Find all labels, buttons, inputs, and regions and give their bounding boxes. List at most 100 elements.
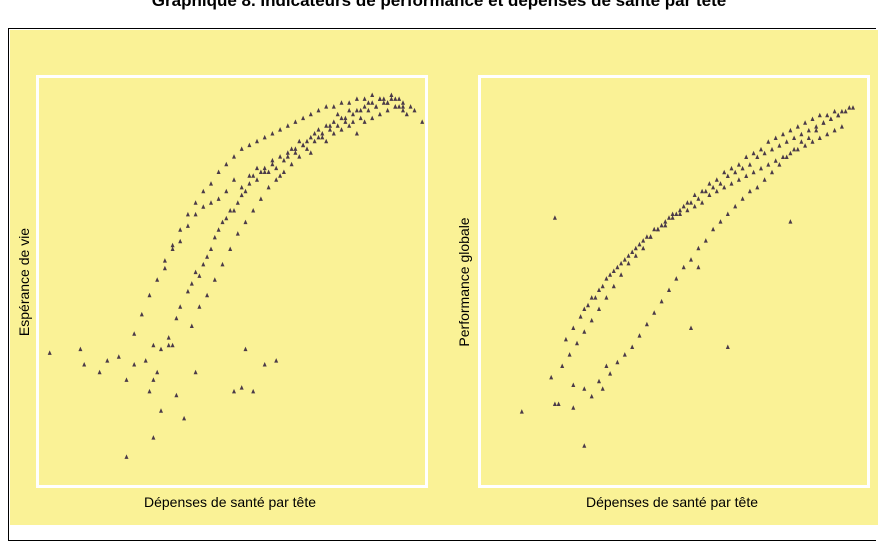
data-point	[366, 107, 371, 113]
data-point	[381, 96, 386, 101]
data-point	[792, 135, 797, 140]
data-point	[243, 219, 248, 225]
data-point	[747, 162, 752, 167]
data-point	[255, 138, 259, 144]
data-point	[692, 192, 697, 197]
data-point	[663, 222, 668, 228]
data-point	[228, 208, 233, 213]
data-point	[766, 139, 771, 144]
data-point	[674, 276, 679, 281]
data-point	[644, 234, 649, 239]
data-point	[744, 173, 749, 178]
data-point	[644, 321, 649, 327]
data-point	[589, 393, 594, 399]
data-point	[711, 226, 716, 232]
data-point	[678, 207, 682, 213]
data-point	[262, 165, 267, 171]
data-point	[755, 154, 760, 159]
data-point	[47, 350, 52, 355]
data-point	[305, 146, 309, 151]
data-point	[795, 146, 800, 152]
data-point	[571, 325, 576, 330]
data-point	[770, 169, 774, 175]
data-point	[589, 317, 594, 323]
data-point	[274, 165, 279, 171]
data-point	[343, 119, 348, 124]
data-point	[232, 388, 236, 394]
data-point	[755, 184, 760, 190]
data-point	[293, 119, 298, 124]
data-point	[633, 253, 638, 258]
data-point	[381, 100, 386, 105]
data-point	[563, 336, 568, 342]
data-point	[239, 385, 244, 390]
data-point	[633, 245, 638, 251]
data-point	[343, 115, 348, 121]
data-point	[247, 173, 252, 178]
data-point	[626, 260, 631, 266]
data-point	[132, 362, 137, 367]
data-point	[773, 158, 778, 163]
x-axis-label-left: Dépenses de santé par tête	[143, 494, 317, 510]
data-point	[700, 200, 705, 205]
data-point	[678, 211, 682, 216]
data-point	[347, 100, 352, 105]
data-point	[674, 211, 679, 216]
data-point	[170, 242, 175, 248]
data-point	[189, 281, 194, 286]
data-point	[722, 169, 727, 175]
data-point	[659, 222, 664, 228]
data-point	[143, 358, 148, 363]
data-point	[788, 219, 793, 224]
data-point	[278, 154, 283, 159]
data-point	[619, 272, 624, 277]
data-point	[162, 258, 167, 263]
data-point	[689, 325, 693, 330]
data-point	[308, 150, 313, 155]
data-point	[821, 120, 826, 125]
data-point	[324, 123, 329, 128]
data-point	[258, 169, 263, 174]
data-point	[201, 204, 206, 209]
data-point	[552, 215, 557, 220]
data-point	[351, 119, 355, 124]
data-point	[762, 177, 767, 182]
data-point	[825, 112, 830, 118]
data-point	[696, 196, 701, 201]
data-point	[328, 123, 332, 128]
data-point	[560, 363, 565, 368]
data-point	[281, 169, 286, 174]
data-point	[652, 226, 657, 232]
data-point	[733, 169, 738, 175]
data-point	[832, 108, 837, 114]
data-point	[806, 135, 811, 140]
data-point	[718, 219, 723, 224]
data-point	[366, 100, 371, 105]
data-point	[243, 188, 248, 194]
data-point	[766, 162, 771, 167]
data-point	[725, 344, 730, 349]
data-point	[205, 292, 210, 298]
data-point	[274, 177, 279, 182]
data-point	[736, 177, 741, 182]
data-point	[285, 150, 290, 155]
data-point	[696, 245, 701, 251]
data-point	[604, 363, 609, 368]
data-point	[828, 116, 833, 121]
data-point	[412, 107, 417, 113]
data-point	[224, 215, 229, 221]
data-point	[285, 123, 290, 128]
data-point	[339, 100, 344, 105]
data-point	[729, 165, 734, 171]
data-point	[389, 92, 394, 97]
data-point	[205, 254, 210, 259]
data-point	[78, 346, 83, 352]
data-point	[611, 283, 616, 289]
data-point	[247, 142, 252, 148]
data-point	[571, 405, 576, 410]
data-point	[839, 124, 844, 129]
data-point	[347, 107, 352, 113]
data-point	[681, 264, 686, 270]
data-point	[729, 181, 734, 186]
data-point	[255, 165, 259, 171]
